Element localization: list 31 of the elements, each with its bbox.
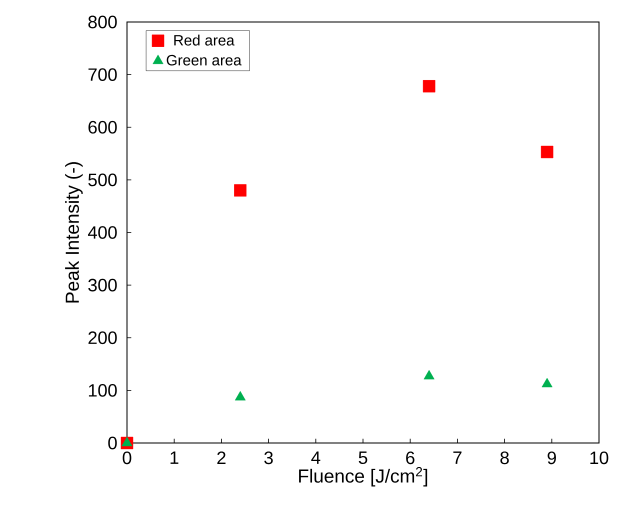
y-tick-label: 200 bbox=[88, 331, 117, 344]
x-tick-label: 4 bbox=[311, 451, 320, 464]
y-tick-label: 600 bbox=[88, 120, 117, 134]
y-tick-label: 0 bbox=[108, 436, 117, 450]
x-tick-label: 1 bbox=[170, 451, 178, 464]
legend-label: Red area bbox=[174, 34, 235, 46]
point bbox=[234, 391, 246, 400]
point bbox=[424, 370, 434, 380]
y-axis-title: Peak Intensity (-) bbox=[65, 162, 83, 302]
x-tick-label: 9 bbox=[548, 451, 556, 464]
x-tick-label: 10 bbox=[590, 451, 608, 464]
x-tick-label: 3 bbox=[264, 451, 273, 464]
x-tick-label: 2 bbox=[217, 451, 226, 464]
x-tick-label: 8 bbox=[500, 451, 509, 464]
y-tick-label: 400 bbox=[88, 226, 117, 239]
y-tick-label: 800 bbox=[88, 16, 117, 28]
point bbox=[542, 378, 552, 388]
x-axis-title: Fluence [J/cm$^{2}$] bbox=[299, 467, 428, 486]
point bbox=[122, 436, 132, 446]
x-tick-label: 5 bbox=[358, 451, 368, 464]
point bbox=[422, 80, 436, 92]
y-tick-label: 500 bbox=[88, 174, 117, 186]
x-tick-label: 7 bbox=[453, 451, 462, 464]
point bbox=[540, 146, 554, 158]
y-tick-label: 100 bbox=[88, 384, 117, 397]
point bbox=[234, 184, 246, 197]
x-tick-label: 6 bbox=[406, 451, 414, 464]
y-tick-label: 300 bbox=[88, 278, 117, 292]
x-tick-label: 0 bbox=[122, 451, 132, 464]
legend-label: Green area bbox=[166, 54, 242, 66]
y-tick-label: 700 bbox=[88, 68, 117, 81]
